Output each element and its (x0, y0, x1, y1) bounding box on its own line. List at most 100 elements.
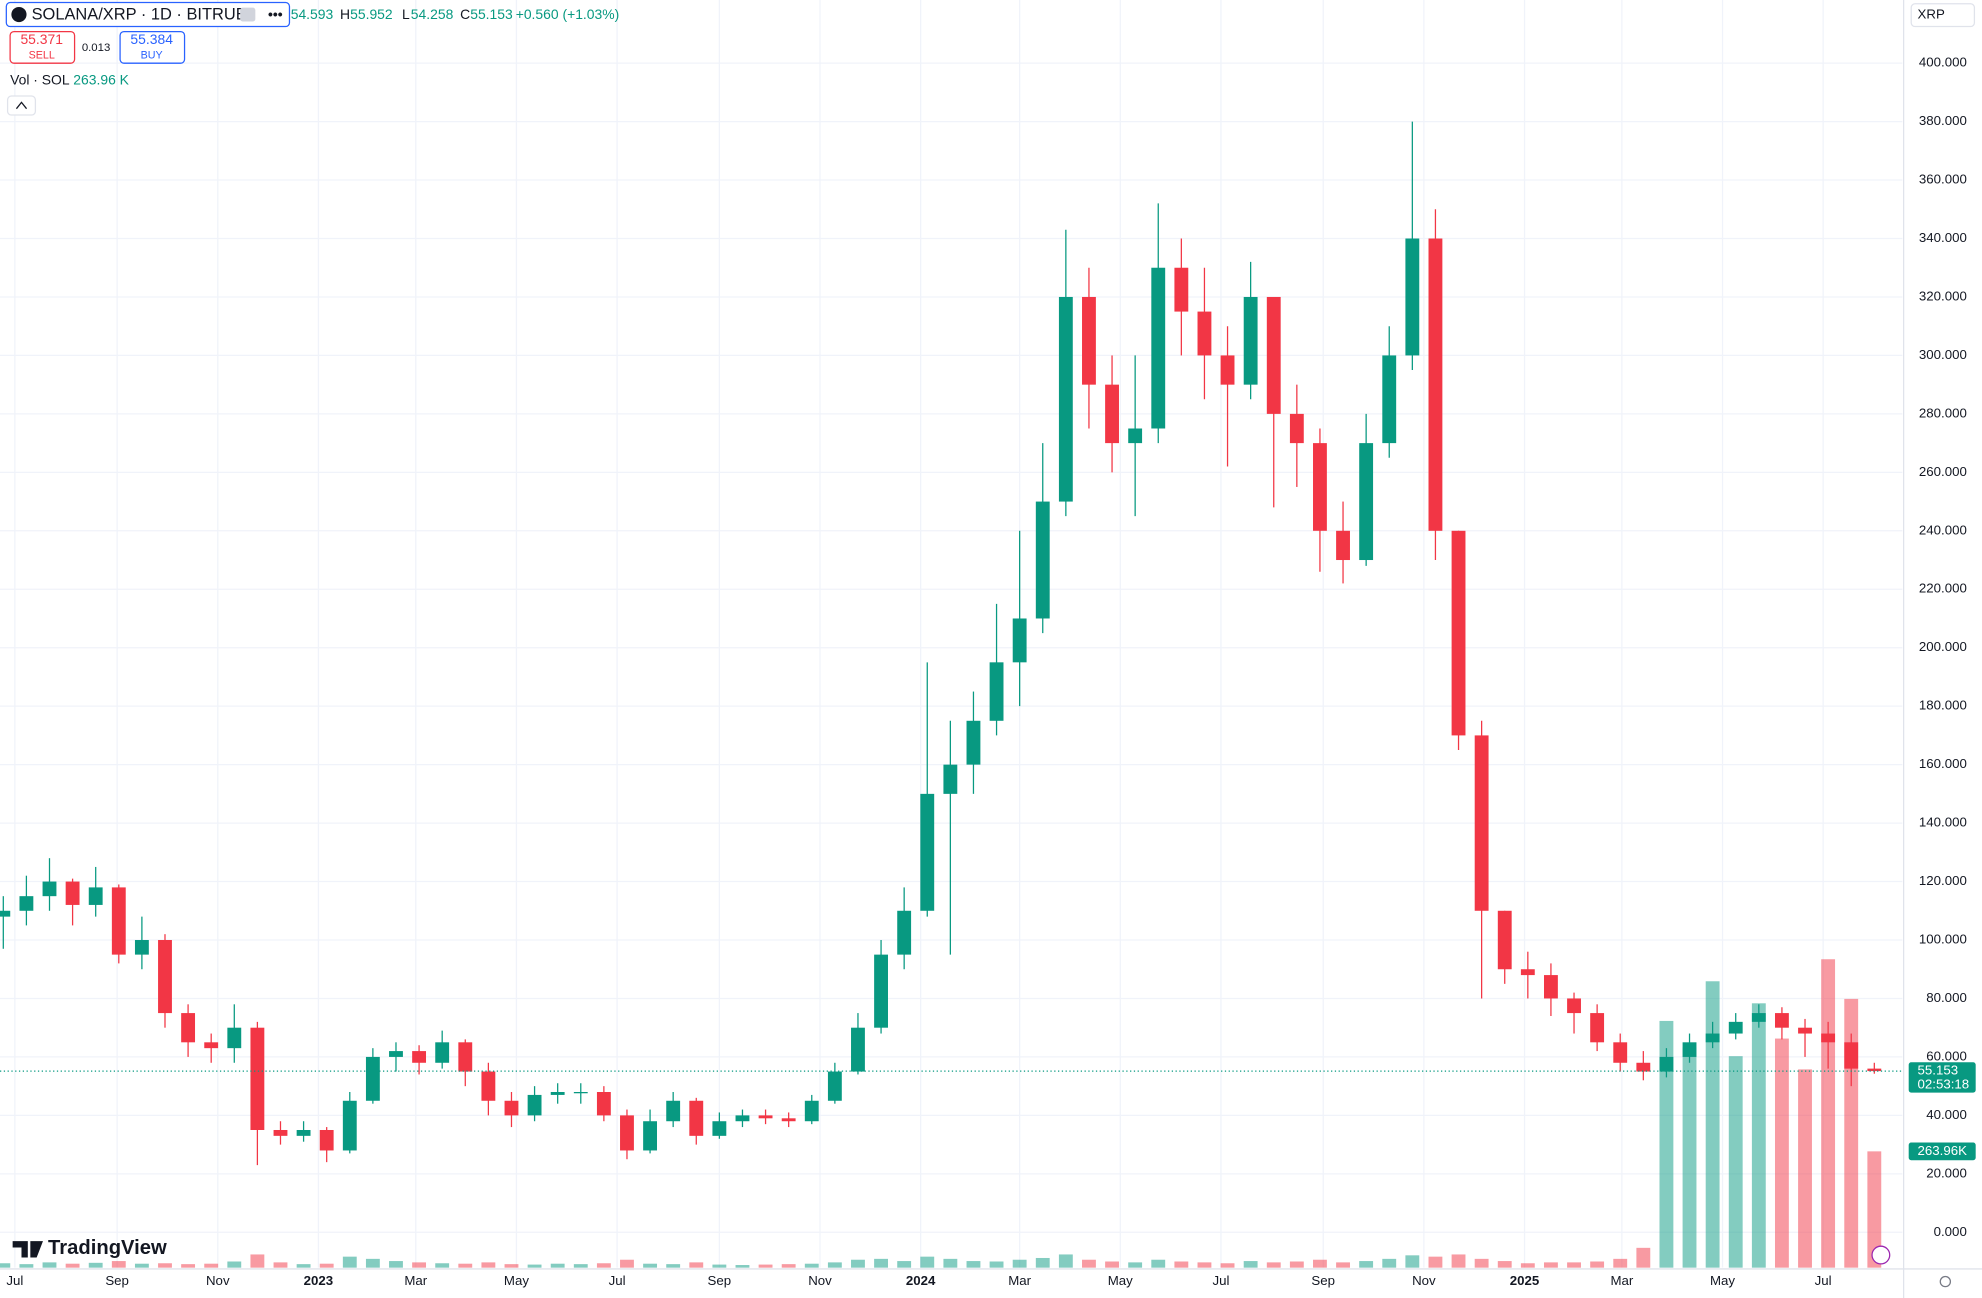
volume-tag (1908, 1142, 1976, 1161)
sell-price: 55.371 (20, 31, 63, 47)
x-tick-label: Jul (1212, 1273, 1229, 1288)
y-tick-label: 180.000 (1919, 698, 1967, 713)
collapse-button[interactable] (6, 95, 37, 116)
volume-bar (1774, 1038, 1789, 1268)
volume-bar (1382, 1258, 1397, 1268)
symbol-icon (11, 6, 27, 23)
volume-bar (989, 1261, 1004, 1268)
volume-bar (966, 1261, 981, 1268)
volume-bar (504, 1264, 519, 1268)
sell-label: SELL (29, 49, 55, 61)
candle-body (65, 881, 80, 905)
volume-bar (158, 1263, 172, 1268)
candle-body (1613, 1042, 1628, 1063)
volume-bar (666, 1264, 681, 1268)
candle-body (1567, 998, 1581, 1014)
volume-bar (1243, 1261, 1258, 1268)
x-tick-label: Sep (105, 1273, 129, 1288)
candle-body (1590, 1013, 1605, 1043)
high-value: 55.952 (350, 6, 393, 22)
volume-bar (342, 1256, 357, 1268)
volume-tag-label: 263.96K (1918, 1143, 1968, 1158)
volume-bar (1728, 1056, 1743, 1268)
candle-body (1082, 296, 1096, 385)
candle-body (1497, 910, 1512, 970)
y-tick-label: 360.000 (1919, 172, 1967, 187)
candle-body (296, 1129, 311, 1136)
x-tick-label: Mar (404, 1273, 427, 1288)
low-value: 54.258 (411, 6, 454, 22)
volume-bar (827, 1262, 842, 1268)
brand: TradingView (48, 1237, 167, 1259)
candle-body (989, 662, 1004, 721)
volume-bar (19, 1264, 34, 1268)
volume-bar (273, 1262, 288, 1268)
candle-body (1359, 443, 1374, 561)
y-tick-label: 160.000 (1919, 756, 1967, 771)
y-tick-label: 140.000 (1919, 815, 1967, 830)
candle-body (596, 1092, 611, 1116)
volume-bar (1867, 1151, 1882, 1268)
y-tick-label: 240.000 (1919, 522, 1967, 537)
volume-bar (1659, 1020, 1674, 1268)
buy-button[interactable] (119, 30, 186, 64)
spread: 0.013 (82, 42, 110, 54)
volume-bar (1751, 1003, 1766, 1268)
volume-bar (1613, 1258, 1628, 1268)
volume-bar (1520, 1263, 1535, 1268)
volume-bar (851, 1259, 865, 1268)
last-price-tag (1908, 1062, 1976, 1093)
candle-body (342, 1100, 357, 1151)
volume-bar (1220, 1263, 1235, 1268)
volume-bar (65, 1263, 80, 1268)
candle-body (42, 881, 57, 897)
volume-bar (111, 1261, 126, 1268)
currency-box[interactable] (1910, 3, 1976, 28)
candle-body (1313, 443, 1327, 531)
candle-body (1774, 1013, 1789, 1028)
candle-body (1289, 413, 1304, 444)
alert-button[interactable] (1871, 1245, 1891, 1265)
open-value: 54.593 (291, 6, 334, 22)
hide-icon[interactable] (240, 7, 256, 22)
y-tick-label: 200.000 (1919, 639, 1967, 654)
volume-bar (435, 1263, 450, 1268)
volume-bar (1151, 1259, 1166, 1268)
volume-bar (1590, 1261, 1605, 1268)
candle-body (1336, 530, 1350, 561)
candle-body (0, 910, 11, 917)
candle-body (250, 1027, 265, 1130)
volume-bar (181, 1264, 196, 1268)
high-label: H (340, 6, 350, 22)
candles (0, 121, 1903, 1166)
volume-bar (1636, 1247, 1651, 1268)
candle-body (1636, 1062, 1651, 1072)
candle-body (1682, 1042, 1697, 1057)
volume-bar (1336, 1262, 1350, 1268)
symbol: SOLANA/XRP · 1D · BITRUE (32, 6, 247, 24)
collapse-icon (15, 101, 28, 110)
y-tick-label: 340.000 (1919, 230, 1967, 245)
y-tick-label: 220.000 (1919, 581, 1967, 596)
candle-body (620, 1115, 634, 1151)
settings-button[interactable] (1939, 1275, 1952, 1288)
buy-label: BUY (141, 49, 163, 61)
candle-body (1105, 384, 1119, 444)
volume-bar (1012, 1259, 1027, 1268)
more-icon[interactable]: ••• (268, 6, 283, 22)
candle-body (1659, 1056, 1674, 1072)
volume-bar (596, 1263, 611, 1268)
y-tick-label: 280.000 (1919, 405, 1967, 420)
low-label: L (402, 6, 410, 22)
volume-bar (527, 1264, 542, 1268)
candle-body (1174, 267, 1189, 312)
candle-body (1220, 355, 1235, 385)
candle-body (689, 1100, 704, 1136)
candle-body (365, 1056, 380, 1101)
candle-body (1012, 618, 1027, 663)
candle-body (1151, 267, 1166, 429)
sell-button[interactable] (9, 30, 76, 64)
symbol-box[interactable] (5, 1, 291, 28)
volume-bar (1313, 1259, 1327, 1268)
